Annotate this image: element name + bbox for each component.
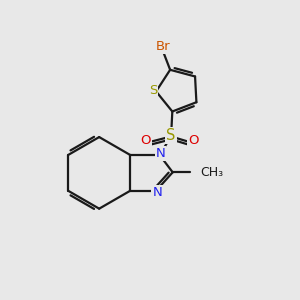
Text: CH₃: CH₃ [200,166,224,179]
Text: S: S [167,128,176,143]
Text: O: O [188,134,198,147]
Text: N: N [152,186,162,199]
Text: Br: Br [156,40,171,52]
Text: S: S [149,84,158,97]
Text: N: N [156,147,166,160]
Text: O: O [140,134,151,147]
